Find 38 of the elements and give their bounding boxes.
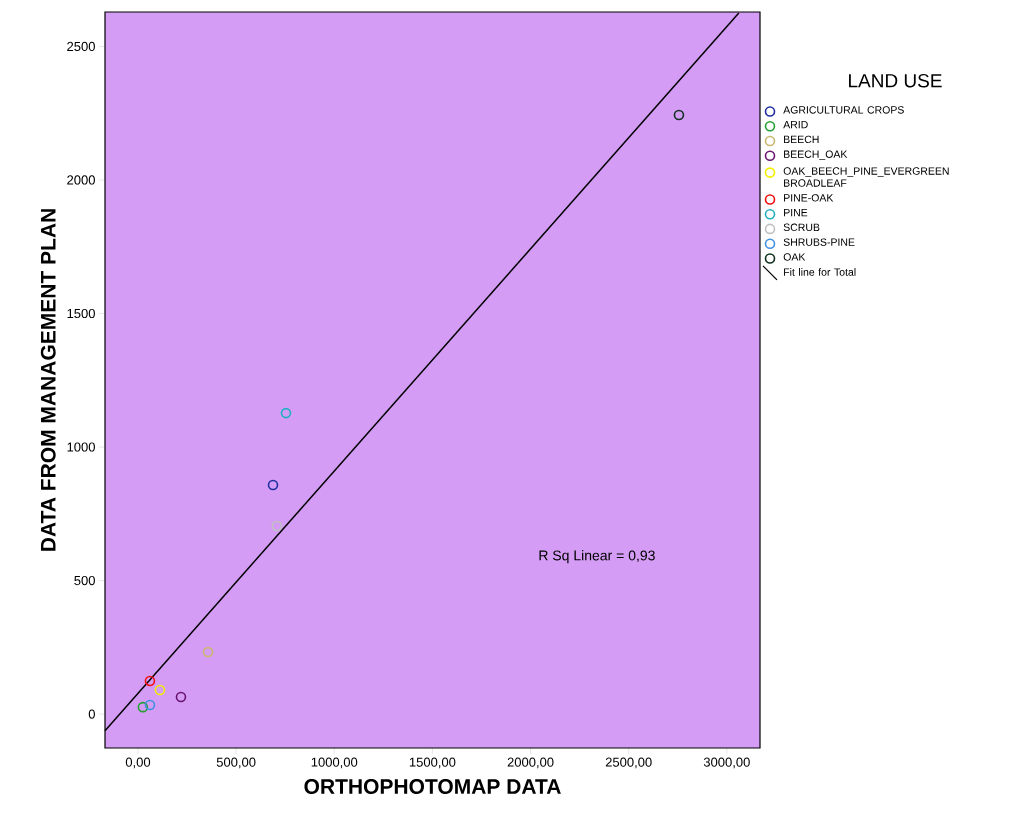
legend-label: SCRUB xyxy=(783,223,820,232)
legend-label: Fit line for Total xyxy=(784,268,856,276)
point xyxy=(144,675,156,687)
y-tick-label: 0 xyxy=(88,709,95,719)
point xyxy=(154,684,166,696)
y-axis-title: DATA FROM MANAGEMENT PLAN xyxy=(40,209,56,551)
x-tick-label: 2500,00 xyxy=(605,757,652,769)
point xyxy=(673,109,685,121)
point xyxy=(202,646,214,658)
x-tick-label: 2000,00 xyxy=(507,757,554,769)
legend-label: BEECH xyxy=(784,135,819,144)
legend-label: PINE xyxy=(784,208,808,217)
point xyxy=(271,520,283,532)
y-tick-label: 1000 xyxy=(67,442,95,452)
point xyxy=(280,407,292,419)
x-tick-label: 1000,00 xyxy=(311,757,358,769)
legend-label: BEECH_OAK xyxy=(784,150,848,160)
legend-label: OAK xyxy=(783,253,806,261)
legend-label: AGRICULTURAL CROPS xyxy=(783,106,904,114)
point xyxy=(144,699,156,711)
legend-label: OAK_BEECH_PINE_EVERGREEN BROADLEAF xyxy=(783,167,949,187)
y-tick-label: 500 xyxy=(74,575,95,586)
y-tick-label: 2500 xyxy=(67,41,95,52)
y-tick-label: 1500 xyxy=(67,308,95,319)
x-tick-label: 0,00 xyxy=(125,757,151,769)
legend-label: SHRUBS-PINE xyxy=(783,238,855,246)
y-tick-label: 2000 xyxy=(67,175,95,185)
legend-label: PINE-OAK xyxy=(784,194,834,202)
legend-label: ARID xyxy=(783,121,808,129)
point xyxy=(175,691,187,703)
x-tick-label: 500,00 xyxy=(216,757,256,769)
annotation: R Sq Linear = 0,93 xyxy=(539,550,655,564)
x-tick-label: 3000,00 xyxy=(703,757,750,769)
legend-title: LAND USE xyxy=(849,74,942,88)
x-tick-label: 1500,00 xyxy=(409,757,456,769)
x-axis-title: ORTHOPHOTOMAP DATA xyxy=(304,779,561,794)
point xyxy=(137,701,149,713)
point xyxy=(267,479,279,491)
